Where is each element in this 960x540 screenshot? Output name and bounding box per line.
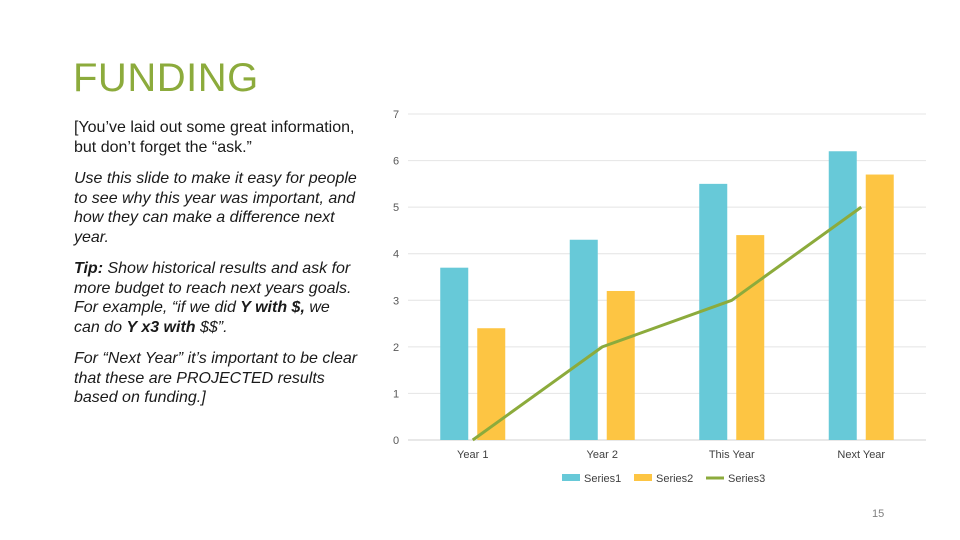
chart-legend: Series1 Series2 Series3 xyxy=(562,473,765,485)
legend-swatch-series2 xyxy=(634,474,652,481)
bar-series1-3 xyxy=(828,151,857,440)
page-number: 15 xyxy=(872,508,885,520)
chart-bars xyxy=(440,151,894,441)
y-tick-label: 3 xyxy=(393,295,399,307)
paragraph-ask: [You’ve laid out some great information,… xyxy=(74,119,355,156)
bar-series2-0 xyxy=(477,328,506,440)
tip-label: Tip: xyxy=(74,260,104,277)
x-category-label: Next Year xyxy=(837,449,885,461)
paragraph-tip: Tip: Show historical results and ask for… xyxy=(74,259,359,337)
tip-bold-2: Y x3 with xyxy=(126,318,196,336)
x-category-label: Year 2 xyxy=(587,449,618,461)
tip-text-d: $$”. xyxy=(195,318,228,336)
legend-swatch-series1 xyxy=(562,474,580,481)
legend-label-series2: Series2 xyxy=(656,473,693,485)
y-tick-label: 2 xyxy=(393,342,399,354)
y-tick-label: 5 xyxy=(393,202,399,214)
bar-series1-0 xyxy=(440,267,469,440)
y-tick-label: 6 xyxy=(393,156,399,168)
slide-title: FUNDING xyxy=(73,56,259,100)
legend-label-series3: Series3 xyxy=(728,473,765,485)
bar-series1-2 xyxy=(699,183,728,440)
bar-series2-1 xyxy=(606,290,635,440)
tip-bold-1: Y with $, xyxy=(240,299,305,316)
bar-series1-1 xyxy=(569,239,598,440)
y-tick-label: 4 xyxy=(393,249,399,261)
chart-line xyxy=(471,205,863,442)
body-text: [You’ve laid out some great information,… xyxy=(74,118,359,420)
paragraph-purpose: Use this slide to make it easy for peopl… xyxy=(74,170,357,246)
bar-series2-2 xyxy=(736,235,765,440)
y-tick-label: 7 xyxy=(393,109,399,121)
chart-x-axis: Year 1 Year 2 This Year Next Year xyxy=(457,449,885,461)
y-tick-label: 1 xyxy=(393,388,399,400)
x-category-label: Year 1 xyxy=(457,449,488,461)
tip-text-a: Show historical results and ask for more… xyxy=(74,260,352,316)
tip-text-c: we can do xyxy=(74,299,330,336)
x-category-label: This Year xyxy=(709,449,755,461)
legend-label-series1: Series1 xyxy=(584,473,621,485)
y-tick-label: 0 xyxy=(393,435,399,447)
chart-y-axis: 0 1 2 3 4 5 6 7 xyxy=(393,109,399,447)
paragraph-next-year: For “Next Year” it’s important to be cle… xyxy=(74,350,358,406)
line-series3 xyxy=(471,205,863,442)
bar-series2-3 xyxy=(865,174,894,441)
